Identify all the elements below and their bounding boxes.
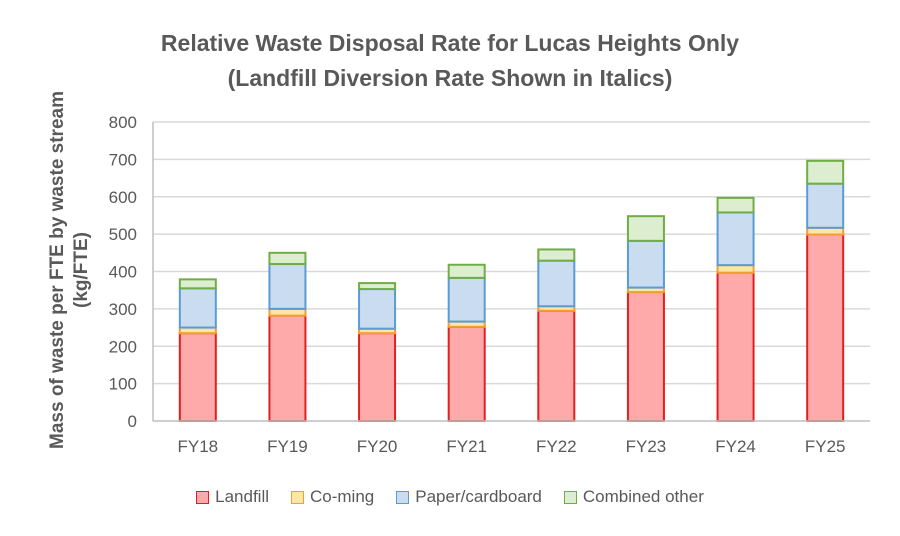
bar-combined-other-fy19 bbox=[268, 251, 307, 266]
legend-label: Combined other bbox=[582, 487, 704, 506]
x-tick-label: FY23 bbox=[626, 437, 667, 456]
bar-co-ming-fy25 bbox=[806, 226, 845, 236]
bar-landfill-fy19 bbox=[268, 314, 307, 423]
legend-swatch bbox=[291, 490, 304, 504]
bar-paper-cardboard-fy22 bbox=[537, 259, 576, 308]
bar-combined-other-fy23 bbox=[626, 215, 665, 242]
bar-paper-cardboard-fy24 bbox=[716, 211, 755, 267]
legend-item: Combined other bbox=[563, 487, 704, 507]
y-tick-label: 600 bbox=[109, 188, 137, 207]
legend-swatch bbox=[563, 490, 577, 504]
y-tick-label: 300 bbox=[109, 300, 137, 319]
bar-paper-cardboard-fy19 bbox=[268, 263, 307, 310]
y-tick-label: 400 bbox=[109, 263, 137, 282]
legend-item: Landfill bbox=[196, 487, 269, 507]
bar-paper-cardboard-fy18 bbox=[178, 287, 217, 329]
bar-co-ming-fy24 bbox=[716, 264, 755, 274]
x-tick-label: FY20 bbox=[357, 437, 398, 456]
legend-swatch bbox=[196, 490, 210, 504]
y-tick-label: 800 bbox=[109, 113, 137, 132]
x-tick-label: FY19 bbox=[267, 437, 308, 456]
bar-paper-cardboard-fy23 bbox=[626, 239, 665, 289]
y-tick-label: 200 bbox=[109, 337, 137, 356]
chart-title-line-1: Relative Waste Disposal Rate for Lucas H… bbox=[160, 30, 740, 56]
bar-landfill-fy21 bbox=[447, 325, 486, 422]
y-tick-label: 700 bbox=[109, 150, 137, 169]
bar-combined-other-fy24 bbox=[716, 196, 755, 214]
bar-landfill-fy20 bbox=[358, 332, 397, 423]
bar-landfill-fy23 bbox=[626, 291, 665, 422]
legend-item: Co-ming bbox=[291, 487, 374, 507]
bar-landfill-fy25 bbox=[806, 233, 845, 422]
x-tick-label: FY24 bbox=[715, 437, 756, 456]
bar-combined-other-fy25 bbox=[806, 159, 845, 185]
legend-label: Landfill bbox=[215, 487, 269, 506]
legend-label: Co-ming bbox=[310, 487, 375, 506]
bar-landfill-fy22 bbox=[537, 309, 576, 422]
legend-item: Paper/cardboard bbox=[396, 487, 542, 507]
bar-paper-cardboard-fy25 bbox=[806, 182, 845, 229]
bar-combined-other-fy21 bbox=[447, 263, 486, 279]
bar-paper-cardboard-fy21 bbox=[447, 276, 486, 323]
y-tick-label: 500 bbox=[109, 225, 137, 244]
bar-co-ming-fy19 bbox=[268, 307, 307, 317]
legend-swatch bbox=[396, 490, 410, 504]
chart-title-line-2: (Landfill Diversion Rate Shown in Italic… bbox=[227, 65, 673, 91]
bar-landfill-fy24 bbox=[716, 271, 755, 422]
bar-combined-other-fy22 bbox=[537, 248, 576, 262]
legend-label: Paper/cardboard bbox=[415, 487, 542, 506]
x-tick-label: FY21 bbox=[446, 437, 487, 456]
bar-paper-cardboard-fy20 bbox=[358, 288, 397, 330]
x-tick-label: FY18 bbox=[177, 437, 218, 456]
y-tick-label: 100 bbox=[109, 375, 137, 394]
y-tick-label: 0 bbox=[128, 412, 137, 431]
bar-combined-other-fy18 bbox=[178, 278, 217, 290]
x-tick-label: FY25 bbox=[805, 437, 846, 456]
x-tick-label: FY22 bbox=[536, 437, 577, 456]
bar-combined-other-fy20 bbox=[358, 282, 397, 291]
legend: Landfill Co-ming Paper/cardboard Combined o… bbox=[0, 487, 900, 507]
bar-landfill-fy18 bbox=[178, 332, 217, 423]
